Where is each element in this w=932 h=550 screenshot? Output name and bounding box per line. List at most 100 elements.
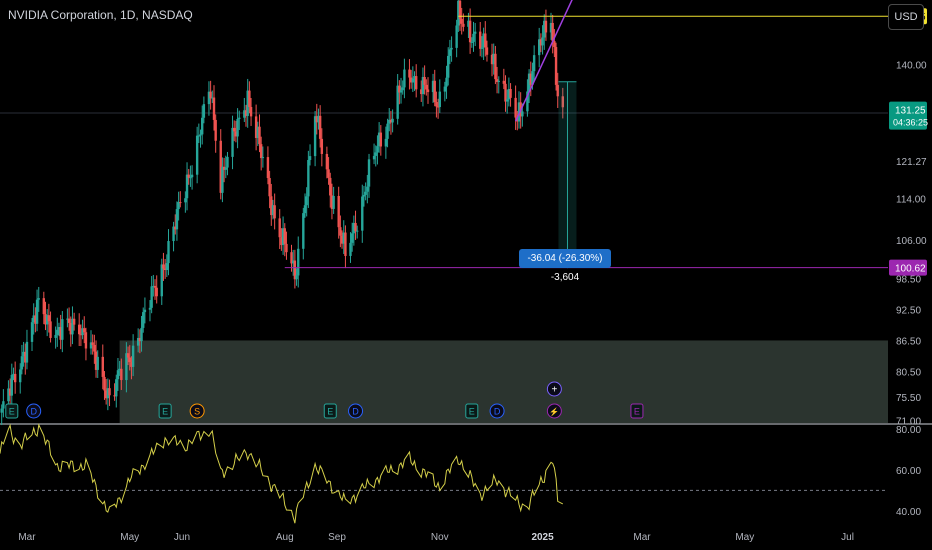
candle-body bbox=[398, 85, 401, 93]
lightning-icon[interactable] bbox=[546, 403, 562, 419]
candle-body bbox=[364, 191, 367, 195]
x-tick-label: Jul bbox=[841, 532, 854, 543]
candle-body bbox=[447, 55, 450, 78]
earnings-icon[interactable] bbox=[465, 403, 479, 419]
currency-button[interactable]: USD bbox=[888, 4, 924, 30]
candle-body bbox=[270, 196, 273, 216]
earnings-icon[interactable] bbox=[158, 403, 172, 419]
candle-body bbox=[448, 49, 452, 56]
candle-body bbox=[12, 373, 15, 375]
candle-body bbox=[330, 195, 334, 209]
candle-body bbox=[244, 110, 248, 116]
candle-body bbox=[211, 97, 214, 99]
candle-body bbox=[327, 169, 330, 178]
candle-body bbox=[526, 91, 529, 112]
candle-body bbox=[185, 174, 189, 199]
trend-line[interactable] bbox=[514, 0, 578, 122]
candle-body bbox=[305, 196, 308, 206]
candle-body bbox=[280, 237, 283, 246]
candle-body bbox=[521, 111, 524, 117]
candle-body bbox=[283, 228, 286, 244]
event-marker-label: + bbox=[551, 385, 557, 396]
candle-body bbox=[258, 126, 261, 145]
candle-body bbox=[504, 83, 507, 102]
x-tick-label: Mar bbox=[633, 532, 651, 543]
candle-body bbox=[125, 353, 128, 381]
candle-body bbox=[329, 177, 332, 196]
candle-body bbox=[361, 196, 364, 231]
candle-body bbox=[527, 73, 531, 92]
candle-body bbox=[212, 97, 216, 120]
x-tick-label: Nov bbox=[431, 532, 449, 543]
countdown-tag: 04:36:25 bbox=[893, 118, 928, 128]
lower-level-tag-bg bbox=[889, 259, 927, 276]
last-price-tag: 131.25 bbox=[895, 106, 926, 117]
candle-body bbox=[467, 20, 470, 27]
candle-body bbox=[291, 260, 295, 264]
candle-body bbox=[42, 298, 46, 315]
candle-body bbox=[37, 298, 40, 300]
candle-body bbox=[115, 379, 118, 397]
earnings-icon[interactable] bbox=[5, 403, 19, 419]
candle-body bbox=[201, 117, 204, 135]
candle-body bbox=[389, 119, 393, 123]
event-marker-label: E bbox=[9, 407, 15, 417]
candle-body bbox=[61, 319, 64, 340]
candle-body bbox=[490, 54, 494, 65]
candle-body bbox=[231, 127, 234, 157]
candle-body bbox=[136, 337, 140, 346]
x-tick-label: Mar bbox=[18, 532, 36, 543]
time-axis[interactable]: Mar May Jun Aug Sep Nov 2025 Mar May Jul bbox=[18, 532, 854, 543]
dividend-icon[interactable] bbox=[26, 403, 42, 419]
candle-body bbox=[163, 268, 167, 271]
rsi-tick-label: 40.00 bbox=[896, 507, 921, 518]
drawing-overlays[interactable] bbox=[284, 0, 888, 269]
dividend-icon[interactable] bbox=[348, 403, 364, 419]
earnings-icon[interactable] bbox=[323, 403, 337, 419]
candle-body bbox=[143, 309, 147, 313]
price-axis[interactable]: 71.00 75.50 80.50 86.50 92.50 98.50 106.00 114.… bbox=[889, 8, 928, 518]
event-marker-label: D bbox=[494, 407, 501, 417]
y-tick-label: 140.00 bbox=[896, 60, 927, 71]
candle-body bbox=[0, 408, 3, 413]
event-marker-label: D bbox=[352, 407, 359, 417]
candle-body bbox=[538, 39, 541, 56]
candle-body bbox=[531, 71, 534, 85]
candle-body bbox=[553, 41, 556, 48]
candle-body bbox=[34, 315, 37, 324]
earnings-icon[interactable] bbox=[630, 403, 644, 419]
split-icon[interactable] bbox=[189, 403, 205, 419]
y-tick-label: 106.00 bbox=[896, 236, 927, 247]
dividend-icon[interactable] bbox=[489, 403, 505, 419]
candle-body bbox=[505, 99, 509, 102]
candle-body bbox=[344, 232, 347, 256]
plus-icon[interactable] bbox=[546, 381, 562, 397]
candle-body bbox=[293, 260, 297, 280]
candle-body bbox=[318, 115, 322, 139]
candle-body bbox=[431, 80, 435, 93]
candle-body bbox=[138, 337, 142, 342]
candle-body bbox=[349, 242, 352, 256]
candle-body bbox=[457, 0, 460, 26]
candle-body bbox=[233, 127, 236, 132]
event-markers[interactable]: E D E S E D E D + ⚡ E bbox=[5, 381, 644, 419]
candle-body bbox=[485, 47, 489, 55]
candle-body bbox=[20, 356, 24, 370]
candle-body bbox=[22, 351, 25, 357]
candle-body bbox=[307, 160, 310, 197]
candle-body bbox=[495, 79, 499, 82]
candle-body bbox=[243, 110, 246, 118]
candle-body bbox=[480, 47, 484, 49]
candle-body bbox=[320, 138, 324, 154]
candle-body bbox=[142, 312, 145, 328]
candle-body bbox=[25, 341, 29, 363]
candle-body bbox=[414, 76, 418, 90]
y-tick-label: 98.50 bbox=[896, 275, 921, 286]
event-marker-label: D bbox=[30, 407, 37, 417]
candle-body bbox=[352, 222, 356, 234]
candle-body bbox=[259, 144, 263, 159]
rsi-line bbox=[0, 423, 564, 524]
candle-body bbox=[238, 117, 241, 119]
candle-body bbox=[350, 233, 354, 243]
